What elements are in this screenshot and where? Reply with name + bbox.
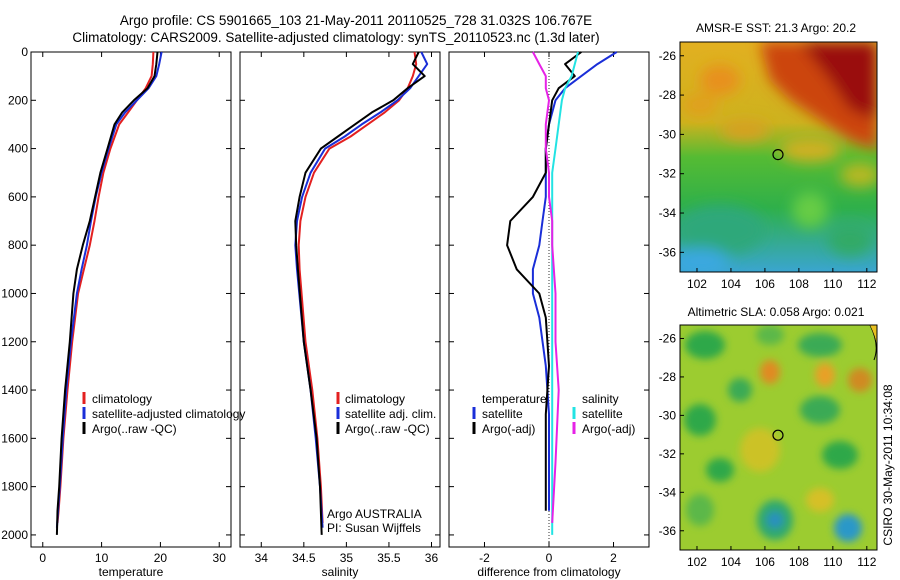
side-timestamp: CSIRO 30-May-2011 10:34:08 (881, 384, 895, 546)
x-tick-label: 36 (425, 551, 439, 565)
series-line-satellite-adj-clim- (294, 51, 429, 528)
series-line-temperature-argo-adj- (506, 51, 582, 511)
y-tick-label: 400 (8, 142, 28, 156)
legend-label: satellite (582, 407, 623, 421)
x-tick-label: 30 (213, 551, 227, 565)
map-y-tick-label: -30 (659, 127, 677, 141)
y-tick-label: 0 (21, 45, 28, 59)
x-tick-label: 2 (610, 551, 617, 565)
series-line-salinity-satellite (551, 51, 579, 535)
map-x-tick-label: 110 (823, 555, 842, 569)
salinity-profile-chart: 34 34.5 35 35.5 36 salinity (239, 51, 441, 579)
map-y-tick-label: -36 (659, 245, 677, 259)
legend-label: satellite adj. clim. (345, 407, 436, 421)
legend-label: Argo(-adj) (582, 422, 635, 436)
x-tick-label: 35.5 (377, 551, 401, 565)
series-line-argo-raw-qc- (294, 51, 426, 535)
y-tick-label: 2000 (1, 528, 28, 542)
temperature-profile-chart: 0 10 20 30 0 200 400 600 800 1000 1200 1400 1600 1800… (1, 45, 232, 579)
series-line-satellite-adjusted-climatology (55, 51, 163, 528)
x-tick-label: 35 (340, 551, 354, 565)
argo-location-marker (772, 149, 784, 161)
sst-map-axes: 102 104 106 108 110 112 -26 -28 -30 -32 -34 -36 (659, 49, 877, 291)
map-x-tick-label: 106 (755, 555, 775, 569)
y-tick-label: 1800 (1, 480, 28, 494)
map-y-tick-label: -28 (659, 370, 677, 384)
title-line-2: Climatology: CARS2009. Satellite-adjuste… (72, 30, 599, 45)
x-axis-label: temperature (99, 565, 164, 579)
legend-label: Argo(-adj) (482, 422, 535, 436)
legend-label: Argo(..raw -QC) (92, 422, 177, 436)
annotation-argo-australia: Argo AUSTRALIA (327, 507, 422, 521)
map-y-tick-label: -32 (659, 167, 677, 181)
legend-label: Argo(..raw -QC) (345, 422, 430, 436)
series-line-climatology (56, 51, 155, 523)
sla-map-axes: 102 104 106 108 110 112 -26 -28 -30 -32 -34 -36 (659, 331, 877, 569)
map-y-tick-label: -26 (659, 49, 677, 63)
x-tick-label: 20 (154, 551, 168, 565)
x-axis-label: difference from climatology (477, 565, 620, 579)
map-x-tick-label: 112 (857, 555, 876, 569)
legend-title-temperature: temperature (482, 392, 547, 406)
series-line-argo-raw-qc- (55, 51, 159, 535)
sst-map-image (680, 42, 877, 272)
map-y-tick-label: -28 (659, 88, 677, 102)
map-x-tick-label: 108 (789, 555, 809, 569)
map-x-tick-label: 104 (721, 277, 741, 291)
map-x-tick-label: 112 (857, 277, 876, 291)
map-x-tick-label: 104 (721, 555, 741, 569)
y-tick-label: 800 (8, 238, 28, 252)
map-y-tick-label: -32 (659, 447, 677, 461)
annotation-pi: PI: Susan Wijffels (327, 521, 421, 535)
x-tick-label: 0 (546, 551, 553, 565)
sla-map-image (680, 325, 877, 550)
map-x-tick-label: 102 (687, 555, 707, 569)
map-x-tick-label: 106 (755, 277, 775, 291)
map-y-tick-label: -36 (659, 524, 677, 538)
plot-frame (30, 51, 232, 548)
y-tick-label: 1600 (1, 431, 28, 445)
x-tick-label: 0 (39, 551, 46, 565)
map-y-tick-label: -34 (659, 485, 677, 499)
x-tick-label: 34.5 (292, 551, 316, 565)
difference-legend: temperature satellite Argo(-adj) salinit… (472, 392, 635, 436)
map-x-tick-label: 102 (687, 277, 707, 291)
series-line-salinity-argo-adj- (532, 51, 560, 523)
y-tick-label: 1400 (1, 383, 28, 397)
map-x-tick-label: 108 (789, 277, 809, 291)
y-tick-label: 200 (8, 93, 28, 107)
map-y-tick-label: -34 (659, 206, 677, 220)
legend-title-salinity: salinity (582, 392, 619, 406)
legend-label: climatology (345, 392, 405, 406)
plot-frame (239, 51, 441, 548)
x-tick-label: 10 (95, 551, 109, 565)
x-tick-label: 34 (255, 551, 269, 565)
series-line-temperature-satellite (531, 51, 618, 511)
sla-map-frame (679, 324, 878, 551)
salinity-legend: climatology satellite adj. clim. Argo(..… (327, 392, 436, 535)
map-y-tick-label: -30 (659, 408, 677, 422)
legend-label: satellite (482, 407, 523, 421)
x-tick-label: -2 (479, 551, 490, 565)
y-tick-label: 600 (8, 190, 28, 204)
legend-label: satellite-adjusted climatology (92, 407, 245, 421)
title-line-1: Argo profile: CS 5901665_103 21-May-2011… (120, 13, 592, 28)
temperature-legend: climatology satellite-adjusted climatolo… (82, 392, 245, 436)
legend-label: climatology (92, 392, 152, 406)
sla-map-title: Altimetric SLA: 0.058 Argo: 0.021 (688, 305, 865, 319)
x-axis-label: salinity (322, 565, 359, 579)
sst-map-frame (679, 41, 878, 273)
sst-map-title: AMSR-E SST: 21.3 Argo: 20.2 (696, 21, 856, 35)
argo-location-marker (772, 429, 784, 441)
map-y-tick-label: -26 (659, 331, 677, 345)
y-tick-label: 1000 (1, 286, 28, 300)
map-x-tick-label: 110 (823, 277, 842, 291)
y-tick-label: 1200 (1, 335, 28, 349)
